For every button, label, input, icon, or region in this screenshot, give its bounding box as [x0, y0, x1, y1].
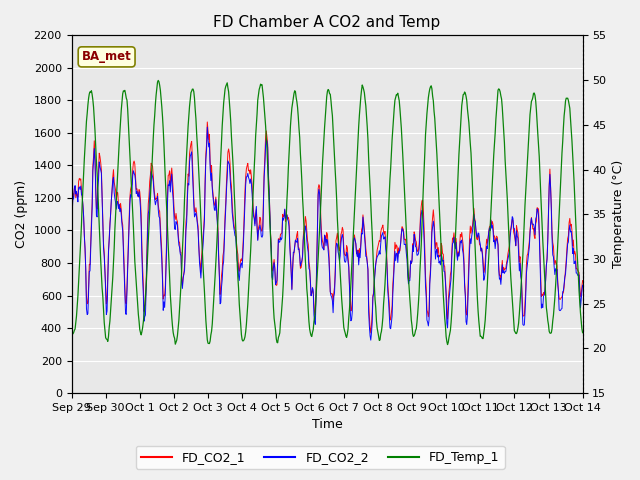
Y-axis label: CO2 (ppm): CO2 (ppm) [15, 180, 28, 248]
X-axis label: Time: Time [312, 419, 342, 432]
Title: FD Chamber A CO2 and Temp: FD Chamber A CO2 and Temp [213, 15, 441, 30]
Y-axis label: Temperature (°C): Temperature (°C) [612, 160, 625, 268]
Text: BA_met: BA_met [82, 50, 131, 63]
Legend: FD_CO2_1, FD_CO2_2, FD_Temp_1: FD_CO2_1, FD_CO2_2, FD_Temp_1 [136, 446, 504, 469]
